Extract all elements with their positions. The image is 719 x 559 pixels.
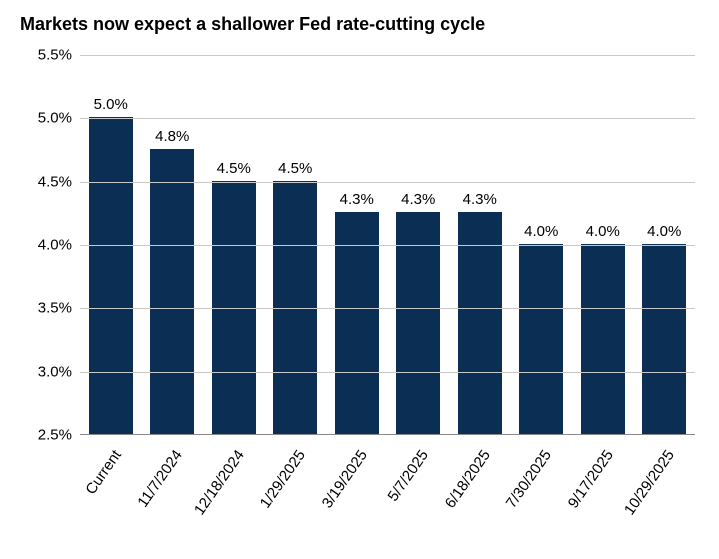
bar-value-label: 4.0% [524,223,558,240]
x-tick-label: 9/17/2025 [564,447,616,511]
bar [519,244,563,434]
grid-line [80,55,695,56]
grid-line [80,118,695,119]
chart-container: Markets now expect a shallower Fed rate-… [0,0,719,559]
y-tick-label: 2.5% [38,427,72,444]
x-tick-label: Current [82,447,125,498]
grid-line [80,245,695,246]
y-tick-label: 4.0% [38,237,72,254]
x-tick-label: 1/29/2025 [257,447,309,511]
bar-value-label: 4.3% [340,191,374,208]
bar [581,244,625,434]
x-label-slot: 6/18/2025 [449,435,511,555]
bar [150,149,194,434]
bar-value-label: 4.0% [647,223,681,240]
bar-value-label: 4.5% [217,160,251,177]
x-label-slot: 1/29/2025 [265,435,327,555]
grid-line [80,308,695,309]
x-tick-label: 5/7/2025 [385,447,432,505]
x-tick-label: 6/18/2025 [441,447,493,511]
x-axis-labels: Current11/7/202412/18/20241/29/20253/19/… [80,435,695,555]
bar [212,181,256,434]
x-label-slot: 12/18/2024 [203,435,265,555]
bar-value-label: 4.0% [586,223,620,240]
x-label-slot: 9/17/2025 [572,435,634,555]
x-label-slot: 7/30/2025 [511,435,573,555]
x-label-slot: 11/7/2024 [142,435,204,555]
x-tick-label: 11/7/2024 [135,447,187,511]
y-tick-label: 4.5% [38,173,72,190]
bar-value-label: 4.5% [278,160,312,177]
y-tick-label: 3.5% [38,300,72,317]
bar-value-label: 4.3% [401,191,435,208]
bar [273,181,317,434]
bar-value-label: 4.8% [155,128,189,145]
y-tick-label: 5.5% [38,47,72,64]
bar [642,244,686,434]
x-tick-label: 3/19/2025 [318,447,370,511]
x-label-slot: Current [80,435,142,555]
y-tick-label: 3.0% [38,363,72,380]
bar [89,117,133,434]
bar-value-label: 5.0% [94,96,128,113]
x-label-slot: 3/19/2025 [326,435,388,555]
chart-title: Markets now expect a shallower Fed rate-… [20,14,485,35]
plot-area: 5.0% 4.8% 4.5% 4.5% 4.3% 4.3% 4.3% 4.0% 4.0% 4.0%… [80,55,695,435]
y-tick-label: 5.0% [38,110,72,127]
x-label-slot: 10/29/2025 [634,435,696,555]
grid-line [80,182,695,183]
bar-value-label: 4.3% [463,191,497,208]
x-tick-label: 7/30/2025 [503,447,555,511]
x-label-slot: 5/7/2025 [388,435,450,555]
grid-line [80,372,695,373]
